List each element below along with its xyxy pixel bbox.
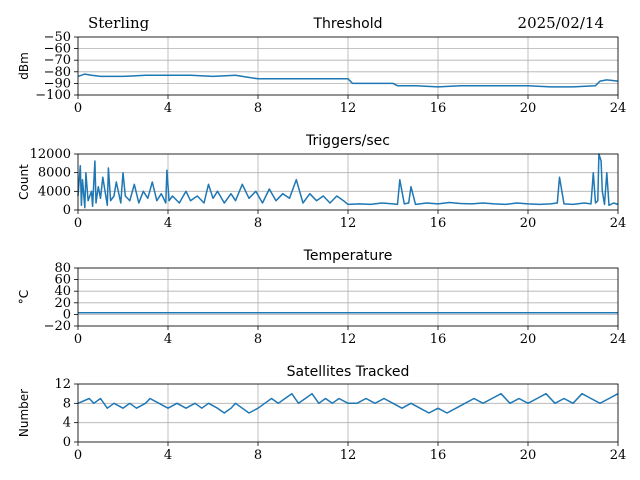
x-tick-label: 12 (340, 101, 357, 116)
x-tick-label: 0 (74, 332, 82, 347)
chart-1: Triggers/sec Count 0 4 8 12 16 20 24 12000 8000 400… (17, 133, 626, 231)
x-tick-label: 8 (254, 448, 262, 463)
y-tick-label: 40 (54, 284, 71, 299)
x-tick-label: 4 (164, 216, 172, 231)
y-tick-label: 20 (54, 296, 71, 311)
y-axis-label: Count (17, 164, 31, 200)
y-tick-label: 0 (63, 435, 71, 450)
station-label: Sterling (88, 14, 150, 32)
x-tick-label: 20 (520, 448, 537, 463)
chart-title: Triggers/sec (305, 133, 390, 149)
y-tick-label: 0 (63, 203, 71, 218)
y-tick-label: −90 (44, 76, 71, 91)
plot-frame (77, 153, 619, 211)
x-tick-label: 24 (610, 216, 627, 231)
y-axis-label: °C (17, 290, 31, 304)
plot-frame (77, 267, 619, 327)
chart-3: Satellites Tracked Number 0 4 8 12 16 20 24 12 8 4 0 (17, 364, 626, 463)
y-tick-label: −20 (44, 319, 71, 334)
y-tick-label: −70 (44, 53, 71, 68)
x-tick-label: 24 (610, 332, 627, 347)
series-line-0 (77, 392, 619, 414)
y-tick-label: 12 (54, 377, 71, 392)
x-tick-label: 12 (340, 332, 357, 347)
chart-panels: Threshold dBm 0 4 8 12 16 20 24 −50−60−70−80−90−1… (17, 16, 626, 463)
y-tick-label: −60 (44, 42, 71, 57)
series-line-0 (77, 73, 619, 88)
x-tick-label: 8 (254, 216, 262, 231)
plot-frame (77, 383, 619, 443)
y-tick-label: −50 (44, 30, 71, 45)
x-tick-label: 16 (430, 448, 447, 463)
x-tick-label: 16 (430, 216, 447, 231)
x-tick-label: 24 (610, 101, 627, 116)
y-tick-label: 0 (63, 307, 71, 322)
chart-title: Threshold (313, 16, 383, 32)
y-axis-label: Number (17, 389, 31, 437)
x-tick-label: 12 (340, 216, 357, 231)
y-tick-label: 60 (54, 273, 71, 288)
x-tick-label: 12 (340, 448, 357, 463)
x-tick-label: 20 (520, 332, 537, 347)
x-tick-label: 0 (74, 101, 82, 116)
y-tick-label: 4 (63, 416, 71, 431)
x-tick-label: 24 (610, 448, 627, 463)
y-axis-label: dBm (17, 52, 31, 80)
x-tick-label: 0 (74, 448, 82, 463)
x-tick-label: 0 (74, 216, 82, 231)
plot-frame (77, 36, 619, 96)
y-tick-label: 8 (63, 396, 71, 411)
x-tick-label: 20 (520, 101, 537, 116)
x-tick-label: 16 (430, 101, 447, 116)
date-label: 2025/02/14 (518, 14, 604, 32)
y-tick-label: 4000 (38, 184, 71, 199)
y-tick-label: 12000 (30, 147, 71, 162)
chart-0: Threshold dBm 0 4 8 12 16 20 24 −50−60−70−80−90−1… (17, 16, 626, 116)
x-tick-label: 20 (520, 216, 537, 231)
y-tick-label: −80 (44, 65, 71, 80)
x-tick-label: 4 (164, 101, 172, 116)
y-tick-label: −100 (35, 88, 71, 103)
series-line-0 (77, 153, 619, 209)
x-tick-label: 4 (164, 448, 172, 463)
x-tick-label: 8 (254, 332, 262, 347)
y-tick-label: 80 (54, 261, 71, 276)
chart-title: Temperature (303, 248, 393, 264)
x-tick-label: 16 (430, 332, 447, 347)
x-tick-label: 8 (254, 101, 262, 116)
chart-title: Satellites Tracked (287, 364, 410, 380)
x-tick-label: 4 (164, 332, 172, 347)
y-tick-label: 8000 (38, 166, 71, 181)
